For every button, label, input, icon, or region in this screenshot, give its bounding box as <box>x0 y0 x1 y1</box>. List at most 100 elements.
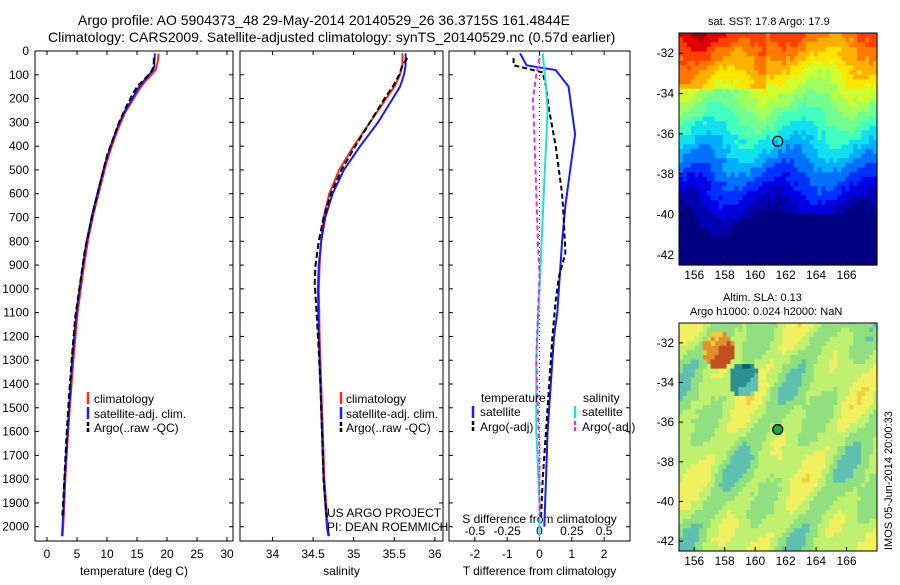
map-cell <box>766 341 771 346</box>
map-cell <box>857 460 862 465</box>
map-cell <box>727 432 732 437</box>
map-cell <box>833 117 838 122</box>
map-cell <box>719 524 724 529</box>
map-cell <box>687 65 692 70</box>
map-cell <box>786 496 791 501</box>
map-cell <box>845 195 850 200</box>
map-cell <box>841 107 846 112</box>
map-cell <box>822 103 827 108</box>
map-cell <box>730 396 735 401</box>
map-cell <box>746 223 751 228</box>
map-cell <box>802 149 807 154</box>
map-cell <box>691 373 696 378</box>
map-cell <box>810 237 815 242</box>
map-cell <box>794 401 799 406</box>
map-cell <box>829 126 834 131</box>
map-cell <box>679 144 684 149</box>
map-cell <box>798 401 803 406</box>
map-cell <box>742 126 747 131</box>
map-cell <box>833 149 838 154</box>
map-cell <box>786 219 791 224</box>
map-cell <box>810 214 815 219</box>
map-cell <box>687 121 692 126</box>
map-cell <box>837 428 842 433</box>
map-cell <box>849 505 854 510</box>
map-cell <box>691 154 696 159</box>
map-cell <box>865 191 870 196</box>
map-cell <box>742 191 747 196</box>
map-cell <box>719 451 724 456</box>
map-cell <box>802 233 807 238</box>
map-cell <box>774 410 779 415</box>
map-cell <box>754 487 759 492</box>
map-cell <box>810 346 815 351</box>
map-cell <box>841 200 846 205</box>
map-cell <box>719 65 724 70</box>
map-cell <box>699 396 704 401</box>
map-cell <box>715 256 720 261</box>
map-cell <box>837 473 842 478</box>
map-cell <box>719 341 724 346</box>
map-cell <box>790 130 795 135</box>
map-cell <box>746 483 751 488</box>
map-cell <box>754 228 759 233</box>
map-cell <box>719 223 724 228</box>
map-cell <box>723 42 728 47</box>
map-cell <box>758 154 763 159</box>
map-cell <box>758 501 763 506</box>
map-cell <box>814 135 819 140</box>
map-cell <box>833 33 838 38</box>
map-cell <box>734 191 739 196</box>
map-cell <box>849 451 854 456</box>
map-cell <box>730 209 735 214</box>
map-cell <box>833 42 838 47</box>
map-cell <box>794 391 799 396</box>
map-cell <box>865 451 870 456</box>
map-cell <box>794 423 799 428</box>
map-cell <box>818 428 823 433</box>
map-cell <box>770 359 775 364</box>
map-cell <box>829 130 834 135</box>
map-cell <box>869 42 874 47</box>
map-cell <box>711 121 716 126</box>
map-cell <box>798 410 803 415</box>
map-cell <box>806 168 811 173</box>
map-cell <box>833 52 838 57</box>
map-cell <box>730 410 735 415</box>
map-cell <box>730 496 735 501</box>
map-cell <box>679 432 684 437</box>
map-cell <box>695 103 700 108</box>
map-cell <box>762 33 767 38</box>
map-cell <box>790 233 795 238</box>
map-cell <box>695 346 700 351</box>
map-cell <box>774 369 779 374</box>
map-cell <box>778 373 783 378</box>
map-cell <box>833 378 838 383</box>
map-cell <box>826 501 831 506</box>
map-cell <box>837 172 842 177</box>
map-cell <box>738 432 743 437</box>
map-cell <box>786 387 791 392</box>
map-cell <box>829 112 834 117</box>
map-cell <box>790 469 795 474</box>
map-cell <box>778 414 783 419</box>
map-cell <box>818 451 823 456</box>
map-cell <box>762 154 767 159</box>
map-cell <box>719 478 724 483</box>
map-cell <box>695 405 700 410</box>
map-cell <box>798 501 803 506</box>
map-cell <box>754 195 759 200</box>
map-cell <box>798 391 803 396</box>
map-cell <box>829 428 834 433</box>
map-cell <box>841 460 846 465</box>
map-cell <box>719 242 724 247</box>
map-cell <box>727 154 732 159</box>
map-cell <box>814 84 819 89</box>
map-cell <box>794 369 799 374</box>
map-cell <box>794 492 799 497</box>
map-cell <box>730 163 735 168</box>
map-cell <box>727 126 732 131</box>
map-cell <box>794 52 799 57</box>
map-cell <box>750 205 755 210</box>
y-tick-label: 400 <box>9 139 29 153</box>
